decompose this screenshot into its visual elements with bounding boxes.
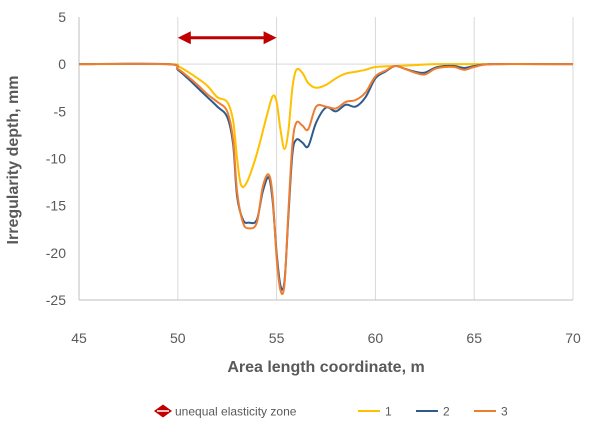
x-tick-labels: 45 50 55 60 65 70 xyxy=(71,330,581,346)
y-axis-title: Irregularity depth, mm xyxy=(5,76,22,245)
x-tick-label: 50 xyxy=(170,330,186,346)
legend-label-1: 1 xyxy=(385,405,392,419)
arrow-head-left xyxy=(177,31,191,45)
x-tick-label: 65 xyxy=(466,330,482,346)
y-tick-labels: 5 0 -5 -10 -15 -20 -25 xyxy=(46,9,66,308)
x-axis-title: Area length coordinate, m xyxy=(227,359,424,376)
arrow-head-right xyxy=(263,31,277,45)
x-tick-label: 45 xyxy=(71,330,87,346)
legend-label-zone: unequal elasticity zone xyxy=(175,405,297,419)
legend: unequal elasticity zone 1 2 3 xyxy=(154,404,508,419)
x-tick-label: 60 xyxy=(368,330,384,346)
series-line-3 xyxy=(79,62,573,295)
series-line-1 xyxy=(79,63,573,189)
y-tick-label: 5 xyxy=(58,9,66,25)
series-line-2 xyxy=(79,62,573,291)
y-tick-label: 0 xyxy=(58,56,66,72)
elasticity-zone-arrow xyxy=(177,31,277,45)
y-tick-label: -20 xyxy=(46,245,66,261)
series-lines xyxy=(79,62,573,295)
axes xyxy=(78,17,573,301)
x-tick-label: 70 xyxy=(565,330,581,346)
y-tick-label: -25 xyxy=(46,292,66,308)
y-tick-label: -10 xyxy=(46,151,66,167)
x-tick-label: 55 xyxy=(269,330,285,346)
y-tick-label: -15 xyxy=(46,198,66,214)
y-tick-label: -5 xyxy=(54,103,67,119)
legend-label-2: 2 xyxy=(443,405,450,419)
legend-label-3: 3 xyxy=(501,405,508,419)
